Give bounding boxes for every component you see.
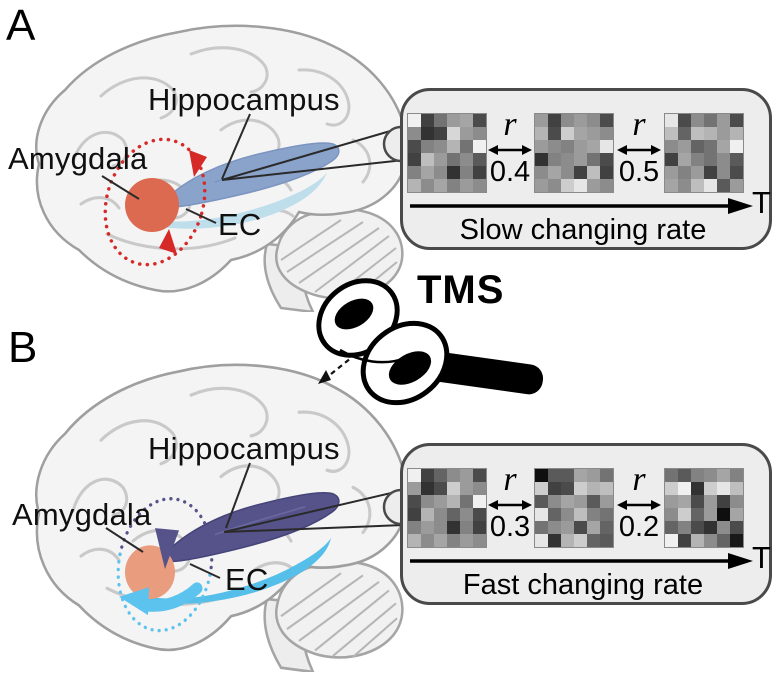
pattern-matrix bbox=[534, 113, 614, 193]
double-arrow-icon bbox=[617, 145, 661, 156]
correlation-value: 0.5 bbox=[618, 156, 660, 189]
pattern-matrix bbox=[407, 113, 487, 193]
panel-label-a: A bbox=[6, 1, 36, 50]
correlation-value: 0.2 bbox=[618, 511, 660, 544]
rate-caption: Fast changing rate bbox=[462, 569, 704, 601]
correlation-symbol: r bbox=[632, 461, 646, 498]
label-amygdala-b: Amygdala bbox=[12, 497, 152, 532]
double-arrow-icon bbox=[617, 500, 661, 511]
correlation-symbol: r bbox=[632, 106, 646, 143]
label-hippocampus-a: Hippocampus bbox=[148, 82, 340, 117]
pattern-matrix bbox=[534, 468, 614, 548]
callout-box-slow: r 0.4 r 0.5 T Slow changing rate bbox=[400, 88, 772, 250]
correlation-value: 0.4 bbox=[489, 156, 531, 189]
time-axis-arrow bbox=[410, 198, 753, 214]
time-axis-arrow bbox=[410, 553, 753, 569]
pattern-matrix bbox=[407, 468, 487, 548]
loop-arrow-bottom-a bbox=[159, 229, 177, 254]
label-ec-a: EC bbox=[218, 207, 262, 242]
amygdala-region-a bbox=[125, 178, 179, 232]
hippocampus-tail-arrow-b bbox=[155, 528, 179, 569]
label-ec-b: EC bbox=[225, 562, 269, 597]
rate-caption: Slow changing rate bbox=[459, 214, 707, 246]
correlation-group: r 0.3 bbox=[487, 461, 533, 556]
modulation-loop-bottom-b bbox=[116, 552, 212, 633]
pattern-matrix bbox=[664, 468, 744, 548]
flow-arrow-b bbox=[141, 582, 203, 612]
correlation-symbol: r bbox=[503, 461, 517, 498]
pattern-matrix bbox=[664, 113, 744, 193]
label-amygdala-a: Amygdala bbox=[8, 141, 148, 176]
time-axis-label: T bbox=[752, 185, 771, 220]
tms-label: TMS bbox=[417, 268, 505, 312]
callout-box-fast: r 0.3 r 0.2 T Fast changing rate bbox=[400, 443, 772, 605]
double-arrow-icon bbox=[488, 145, 532, 156]
correlation-group: r 0.4 bbox=[487, 106, 533, 201]
time-axis-label: T bbox=[752, 540, 771, 575]
loop-arrow-top-a bbox=[189, 150, 207, 177]
modulation-loop-top-b bbox=[118, 497, 214, 577]
tms-coil-icon bbox=[316, 278, 544, 406]
panel-label-b: B bbox=[8, 323, 38, 372]
correlation-group: r 0.5 bbox=[615, 106, 663, 201]
correlation-value: 0.3 bbox=[489, 511, 531, 544]
double-arrow-icon bbox=[488, 500, 532, 511]
correlation-group: r 0.2 bbox=[615, 461, 663, 556]
correlation-symbol: r bbox=[503, 106, 517, 143]
label-hippocampus-b: Hippocampus bbox=[148, 431, 340, 466]
flow-arrowhead-b bbox=[119, 587, 149, 616]
